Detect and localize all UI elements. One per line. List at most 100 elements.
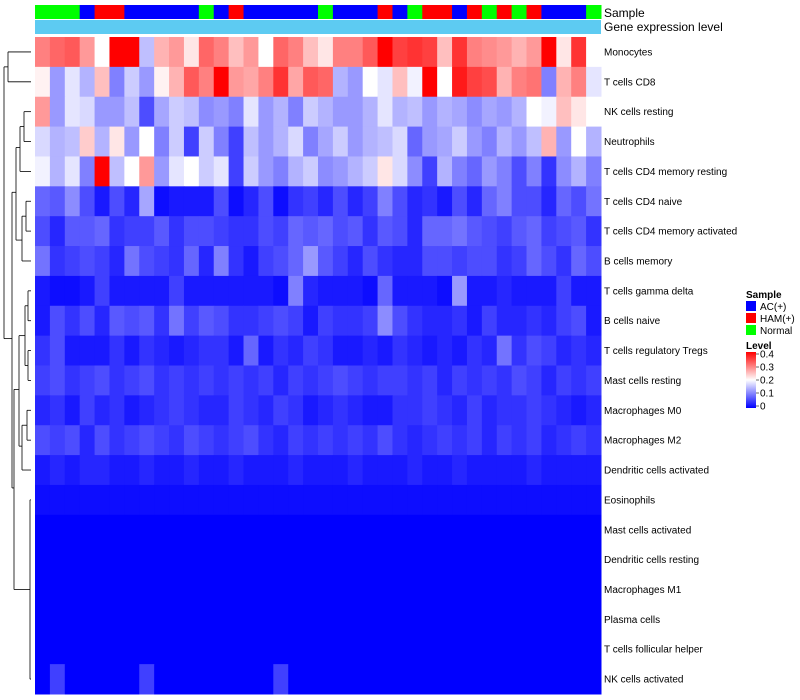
heatmap-cell — [377, 455, 393, 486]
heatmap-cell — [198, 246, 215, 277]
heatmap-cell — [273, 604, 289, 635]
heatmap-cell — [183, 66, 200, 98]
heatmap-cell — [183, 634, 200, 665]
heatmap-cell — [243, 305, 259, 337]
heatmap-cell — [437, 305, 453, 337]
heatmap-cell — [586, 305, 602, 337]
gene-annotation-label: Gene expression level — [604, 20, 723, 34]
heatmap-cell — [347, 305, 364, 337]
heatmap-cell — [541, 604, 557, 635]
heatmap-cell — [154, 574, 170, 605]
heatmap-cell — [273, 514, 289, 546]
heatmap-cell — [183, 455, 200, 486]
heatmap-cell — [586, 216, 602, 247]
heatmap-cell — [437, 604, 453, 635]
heatmap-cell — [377, 275, 393, 307]
heatmap-cell — [139, 634, 155, 665]
heatmap-cell — [332, 574, 349, 605]
heatmap-cell — [496, 246, 513, 277]
heatmap-cell — [586, 275, 602, 307]
heatmap-cell — [303, 275, 319, 307]
heatmap-cell — [35, 544, 51, 576]
sample-cell — [481, 5, 498, 19]
heatmap-cell — [392, 216, 408, 247]
heatmap-cell — [377, 634, 393, 665]
heatmap-cell — [437, 395, 453, 426]
heatmap-cell — [228, 126, 245, 157]
heatmap-cell — [198, 365, 215, 396]
heatmap-cell — [437, 544, 453, 576]
heatmap-cell — [154, 96, 170, 128]
heatmap-cell — [49, 246, 66, 277]
heatmap-cell — [154, 634, 170, 665]
heatmap-cell — [392, 604, 408, 635]
heatmap-cell — [198, 544, 215, 576]
heatmap-cell — [556, 37, 572, 68]
heatmap-cell — [526, 664, 542, 695]
heatmap-cell — [422, 574, 438, 605]
heatmap-cell — [466, 634, 483, 665]
heatmap-cell — [347, 126, 364, 157]
heatmap-cell — [526, 246, 542, 277]
heatmap-cell — [556, 246, 572, 277]
heatmap-cell — [94, 305, 110, 337]
heatmap-cell — [571, 574, 587, 605]
heatmap-cell — [183, 484, 200, 516]
heatmap-cell — [362, 455, 379, 486]
heatmap-cell — [377, 514, 393, 546]
heatmap-cell — [332, 514, 349, 546]
heatmap-cell — [49, 604, 66, 635]
heatmap-cell — [49, 216, 66, 247]
heatmap-cell — [213, 514, 230, 546]
heatmap-cell — [198, 66, 215, 98]
heatmap-cell — [496, 275, 513, 307]
heatmap-cell — [109, 574, 125, 605]
heatmap-cell — [258, 275, 274, 307]
heatmap-cell — [332, 96, 349, 128]
heatmap-cell — [109, 514, 125, 546]
heatmap-cell — [466, 395, 483, 426]
heatmap-cell — [362, 395, 379, 426]
legend-tick-label: 0 — [760, 402, 766, 413]
heatmap-cell — [198, 126, 215, 157]
heatmap-cell — [377, 365, 393, 396]
heatmap-cell — [362, 604, 379, 635]
heatmap-cell — [556, 395, 572, 426]
heatmap-cell — [511, 186, 528, 217]
heatmap-cell — [541, 514, 557, 546]
heatmap-cell — [332, 156, 349, 187]
heatmap-cell — [511, 664, 528, 695]
heatmap-cell — [243, 484, 259, 516]
heatmap-cell — [243, 126, 259, 157]
heatmap-cell — [109, 634, 125, 665]
heatmap-cell — [556, 66, 572, 98]
heatmap-cell — [154, 66, 170, 98]
heatmap-cell — [541, 275, 557, 307]
heatmap-cell — [228, 66, 245, 98]
sample-cell — [422, 5, 438, 19]
heatmap-cell — [35, 455, 51, 486]
row-label: T cells CD4 memory resting — [604, 167, 727, 178]
heatmap-cell — [496, 365, 513, 396]
heatmap-cell — [79, 96, 96, 128]
heatmap-cell — [273, 335, 289, 366]
heatmap-cell — [79, 275, 96, 307]
heatmap-cell — [452, 275, 468, 307]
heatmap-cell — [496, 395, 513, 426]
heatmap-cell — [571, 275, 587, 307]
heatmap-cell — [79, 514, 96, 546]
heatmap-cell — [526, 96, 542, 128]
heatmap-cell — [49, 96, 66, 128]
heatmap-cell — [79, 664, 96, 695]
heatmap-cell — [362, 186, 379, 217]
heatmap-cell — [64, 484, 81, 516]
heatmap-cell — [94, 156, 110, 187]
heatmap-cell — [79, 216, 96, 247]
row-label: Dendritic cells resting — [604, 555, 699, 566]
heatmap-cell — [496, 156, 513, 187]
heatmap-cell — [422, 544, 438, 576]
heatmap-cell — [541, 544, 557, 576]
heatmap-cell — [154, 484, 170, 516]
heatmap-cell — [347, 544, 364, 576]
heatmap-cell — [64, 365, 81, 396]
